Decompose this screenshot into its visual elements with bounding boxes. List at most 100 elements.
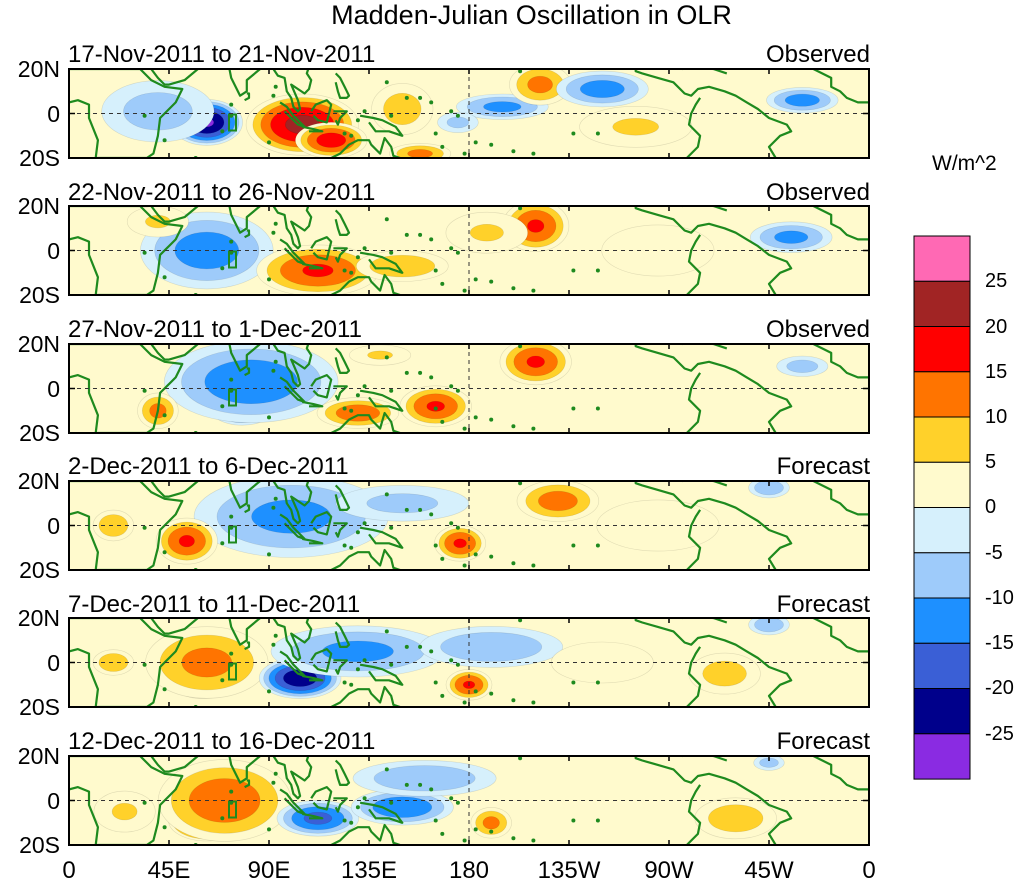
- coastline: [359, 801, 404, 824]
- anomaly-positive: [688, 652, 761, 695]
- island: [342, 818, 347, 823]
- coastline: [333, 659, 348, 675]
- island: [229, 789, 234, 794]
- coastline: [320, 411, 401, 433]
- anomaly-negative: [350, 788, 454, 826]
- island: [384, 629, 389, 634]
- island: [440, 281, 445, 286]
- island: [433, 268, 438, 273]
- island: [449, 796, 454, 801]
- lat-tick-label: 0: [47, 100, 60, 127]
- island: [349, 820, 354, 825]
- island: [462, 151, 467, 156]
- panel-2-date-range: 22-Nov-2011 to 26-Nov-2011: [68, 179, 376, 206]
- island: [433, 818, 438, 823]
- coastline: [271, 481, 313, 525]
- coastline: [333, 110, 348, 126]
- island: [595, 131, 600, 136]
- coastline: [302, 812, 324, 820]
- island: [162, 825, 167, 830]
- colorbar-label-5: 5: [985, 451, 997, 473]
- island: [571, 680, 576, 685]
- island: [267, 827, 271, 832]
- anomaly-negative: [776, 355, 829, 377]
- island: [511, 561, 516, 566]
- coastline: [302, 400, 324, 408]
- coastline: [812, 618, 869, 653]
- contour-level: [527, 219, 545, 233]
- coastline: [686, 372, 702, 433]
- island: [384, 355, 389, 360]
- coastline: [333, 385, 348, 401]
- coastline: [69, 756, 184, 845]
- contour-level: [527, 75, 553, 94]
- coastline: [634, 344, 793, 433]
- coastline: [244, 367, 251, 377]
- island: [489, 142, 494, 147]
- anomaly-positive: [349, 344, 412, 366]
- island: [229, 651, 234, 656]
- island: [229, 239, 234, 244]
- coastline: [150, 618, 199, 635]
- coastline: [302, 125, 324, 133]
- island: [473, 689, 478, 694]
- island: [473, 827, 478, 832]
- contour-level: [123, 92, 193, 131]
- mjo-region-box: [228, 800, 237, 819]
- coastline: [634, 618, 793, 707]
- island: [595, 818, 600, 823]
- contour-level: [366, 493, 439, 514]
- anomaly-negative: [766, 87, 839, 114]
- panel-5-date-range: 7-Dec-2011 to 11-Dec-2011: [68, 591, 361, 618]
- island: [389, 525, 394, 530]
- island: [531, 288, 536, 293]
- island: [142, 113, 147, 118]
- anomaly-negative: [101, 80, 215, 143]
- island: [595, 406, 600, 411]
- island: [531, 838, 536, 843]
- coastline: [244, 779, 251, 789]
- island: [473, 415, 478, 420]
- panel-3-type: Observed: [765, 316, 870, 343]
- coastline: [244, 229, 251, 239]
- contour-level: [538, 490, 578, 512]
- contour-level: [335, 404, 381, 422]
- anomaly-negative: [749, 221, 833, 253]
- panel-6-date-range: 12-Dec-2011 to 16-Dec-2011: [68, 728, 376, 755]
- island: [271, 505, 276, 510]
- island: [571, 818, 576, 823]
- coastline: [244, 92, 251, 102]
- coastline: [206, 69, 261, 97]
- anomaly-positive: [355, 250, 449, 282]
- contour-level: [367, 350, 393, 360]
- island: [355, 118, 360, 123]
- contour-level: [372, 796, 433, 818]
- contour-level: [526, 355, 545, 368]
- island: [162, 413, 167, 418]
- lat-tick-label: 0: [47, 512, 60, 539]
- island: [271, 93, 276, 98]
- anomaly-negative: [352, 760, 497, 797]
- anomaly-positive: [371, 83, 434, 135]
- coastline: [302, 262, 324, 270]
- island: [449, 658, 454, 663]
- island: [449, 246, 454, 251]
- coastline: [310, 236, 333, 261]
- island: [362, 109, 367, 114]
- island: [355, 393, 360, 398]
- island: [349, 682, 354, 687]
- island: [518, 481, 523, 486]
- anomaly-positive: [399, 385, 472, 428]
- island: [433, 680, 438, 685]
- contour-level: [601, 224, 715, 277]
- island: [473, 552, 478, 557]
- island: [355, 255, 360, 260]
- coastline: [812, 206, 869, 241]
- lat-tick-label: 20N: [17, 331, 60, 357]
- island: [429, 649, 434, 654]
- island: [362, 521, 367, 526]
- island: [267, 552, 271, 557]
- island: [362, 796, 367, 801]
- island: [273, 496, 278, 501]
